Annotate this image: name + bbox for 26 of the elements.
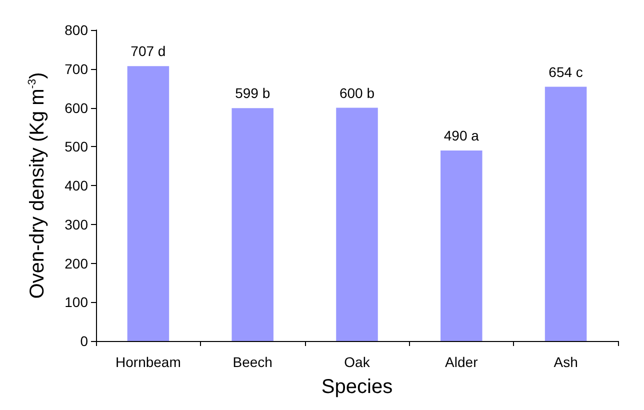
- data-label: 600 b: [339, 84, 375, 101]
- data-label: 654 c: [548, 64, 583, 80]
- y-tick-label: 100: [64, 294, 88, 310]
- y-tick-label: 200: [64, 255, 88, 272]
- bar: [127, 66, 170, 341]
- x-tick-label: Alder: [445, 354, 478, 370]
- y-tick-label: 800: [64, 22, 88, 38]
- bar: [336, 108, 378, 341]
- bar: [232, 108, 274, 341]
- y-tick-label: 400: [64, 178, 88, 194]
- data-label: 707 d: [130, 43, 166, 60]
- x-tick-label: Oak: [344, 354, 371, 370]
- y-tick-label: 700: [64, 60, 88, 77]
- y-tick-label: 0: [80, 333, 88, 349]
- x-tick-label: Beech: [232, 354, 272, 370]
- bar: [440, 150, 482, 341]
- data-label: 599 b: [235, 85, 270, 102]
- bar: [544, 86, 587, 341]
- y-tick-label: 500: [64, 138, 88, 155]
- data-label: 490 a: [444, 128, 480, 144]
- y-tick-label: 300: [64, 216, 88, 232]
- x-tick-label: Hornbeam: [116, 354, 181, 370]
- y-axis-title: Oven-dry density (Kg m-3): [26, 72, 48, 299]
- y-tick-label: 600: [64, 100, 88, 116]
- x-axis-title: Species: [321, 376, 393, 398]
- x-tick-label: Ash: [554, 354, 578, 370]
